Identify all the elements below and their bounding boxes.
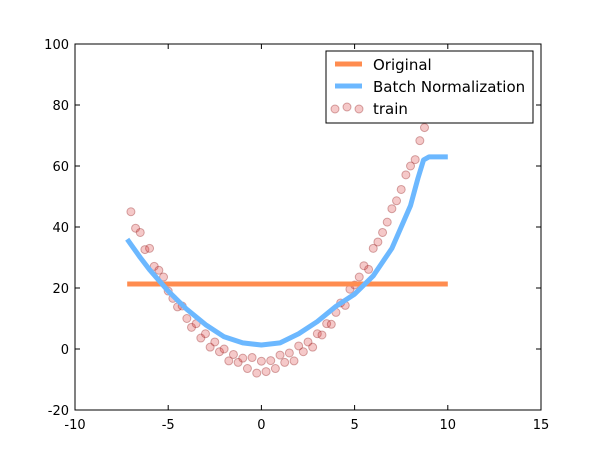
train-point	[326, 319, 336, 329]
x-tick-label: -5	[162, 418, 175, 433]
train-point	[410, 155, 420, 165]
train-point	[275, 350, 285, 360]
train-point	[224, 356, 234, 366]
x-tick-label: 15	[533, 418, 550, 433]
train-point	[392, 196, 402, 206]
train-point	[406, 161, 416, 171]
legend-label-train: train	[373, 100, 408, 118]
train-point	[387, 204, 397, 214]
legend-swatch-train	[330, 102, 364, 114]
train-point	[126, 207, 136, 217]
train-point	[252, 368, 262, 378]
train-point	[210, 337, 220, 347]
train-point	[214, 347, 224, 357]
train-point	[317, 330, 327, 340]
train-point	[261, 367, 271, 377]
y-tick-label: 80	[52, 99, 69, 114]
y-tick-label: 100	[44, 38, 69, 53]
train-point	[368, 243, 378, 253]
train-point	[298, 347, 308, 357]
train-point	[401, 170, 411, 180]
train-point	[308, 342, 318, 352]
train-point	[238, 353, 248, 363]
train-point	[182, 314, 192, 323]
train-point	[373, 237, 383, 247]
train-point	[196, 333, 206, 343]
train-point	[247, 353, 257, 363]
train-point	[205, 342, 215, 352]
legend: Original Batch Normalization train	[325, 50, 534, 124]
train-point	[266, 356, 276, 366]
train-point	[154, 265, 164, 275]
train-point	[135, 227, 145, 237]
train-point	[145, 243, 155, 253]
train-point	[294, 341, 304, 351]
train-point	[200, 329, 210, 339]
train-point	[284, 348, 294, 358]
train-point	[312, 329, 322, 339]
train-point	[149, 261, 159, 271]
train-point	[219, 344, 229, 354]
train-point	[131, 223, 141, 233]
train-point	[415, 136, 425, 146]
train-point	[228, 349, 238, 359]
train-point	[303, 337, 313, 347]
train-point	[187, 322, 196, 332]
x-tick-label: -10	[64, 418, 85, 433]
series-line-batch-normalization	[125, 154, 448, 348]
x-tick-label: 10	[440, 418, 457, 433]
y-tick-label: 40	[52, 221, 69, 236]
train-point	[378, 227, 388, 237]
train-point	[396, 184, 406, 194]
x-tick-label: 0	[257, 418, 265, 433]
y-tick-label: 0	[61, 343, 69, 358]
train-point	[354, 272, 364, 282]
train-point	[233, 357, 243, 367]
train-point	[159, 272, 169, 282]
train-point	[270, 364, 280, 374]
y-tick-label: 60	[52, 160, 69, 175]
train-point	[256, 356, 266, 366]
legend-label-batch-normalization: Batch Normalization	[373, 78, 525, 96]
train-point	[359, 261, 369, 271]
y-tick-label: -20	[48, 404, 69, 419]
train-point	[242, 364, 252, 374]
train-point	[364, 264, 374, 274]
train-point	[289, 356, 299, 366]
legend-label-original: Original	[373, 56, 432, 74]
train-point	[140, 245, 150, 255]
train-point	[382, 217, 392, 227]
x-tick-label: 5	[350, 418, 358, 433]
y-tick-label: 20	[52, 282, 69, 297]
train-point	[420, 123, 429, 133]
train-point	[322, 319, 332, 329]
train-point	[280, 357, 290, 367]
